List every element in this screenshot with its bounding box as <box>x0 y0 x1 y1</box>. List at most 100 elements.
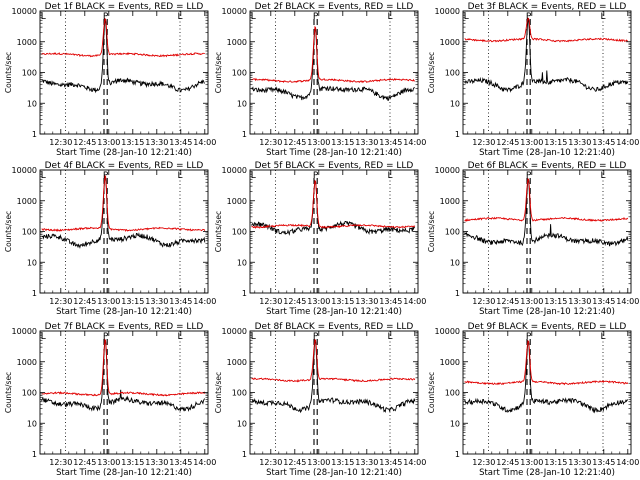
x-tick-label: 13:00 <box>520 297 543 306</box>
x-tick-label: 13:30 <box>145 458 168 467</box>
x-tick-label: 14:00 <box>193 458 216 467</box>
panel-marker-label: L <box>41 332 46 342</box>
x-tick-label: 13:15 <box>121 138 144 147</box>
x-tick-label: 13:00 <box>307 138 330 147</box>
y-tick-label: 10 <box>237 99 247 108</box>
lld-series-line <box>464 177 629 222</box>
panel-marker-label: L <box>41 12 46 22</box>
y-axis-label: Counts/sec <box>427 372 436 413</box>
panel-marker-label: L <box>464 12 469 22</box>
panel-marker-label: P <box>313 171 319 181</box>
y-tick-label: 1 <box>455 130 460 139</box>
y-tick-label: 10 <box>27 99 37 108</box>
x-axis-label: Start Time (28-Jan-10 12:21:40) <box>479 468 615 478</box>
x-tick-label: 13:00 <box>520 458 543 467</box>
panel-marker-label: L <box>177 332 182 342</box>
y-tick-label: 1000 <box>17 38 37 47</box>
x-tick-label: 13:30 <box>355 138 378 147</box>
y-tick-label: 1 <box>242 289 247 298</box>
y-axis-label: Counts/sec <box>427 52 436 93</box>
x-tick-label: 13:45 <box>169 297 192 306</box>
panel-marker-label: P <box>103 332 109 342</box>
x-tick-label: 13:45 <box>592 138 615 147</box>
x-axis-label: Start Time (28-Jan-10 12:21:40) <box>56 307 192 317</box>
x-tick-label: 12:30 <box>49 458 72 467</box>
y-tick-label: 100 <box>232 69 247 78</box>
x-tick-label: 13:45 <box>379 138 402 147</box>
x-tick-label: 12:45 <box>496 138 519 147</box>
x-tick-label: 13:30 <box>568 297 591 306</box>
y-tick-label: 1000 <box>227 38 247 47</box>
x-tick-label: 12:30 <box>49 297 72 306</box>
x-axis-label: Start Time (28-Jan-10 12:21:40) <box>266 148 402 158</box>
y-tick-label: 1 <box>242 450 247 459</box>
panel-title: Det 4f BLACK = Events, RED = LLD <box>45 161 204 171</box>
lld-series-line <box>464 17 628 43</box>
x-tick-label: 13:45 <box>592 458 615 467</box>
y-axis-label: Counts/sec <box>214 211 223 252</box>
events-series-line <box>464 340 629 414</box>
events-series-line <box>464 17 629 93</box>
x-tick-label: 13:00 <box>97 297 120 306</box>
lld-series-line <box>251 179 416 229</box>
x-axis-label: Start Time (28-Jan-10 12:21:40) <box>56 148 192 158</box>
x-tick-label: 13:45 <box>169 138 192 147</box>
x-tick-label: 13:30 <box>568 138 591 147</box>
x-tick-label: 14:00 <box>193 138 216 147</box>
panel-title: Det 7f BLACK = Events, RED = LLD <box>45 322 204 332</box>
x-axis-label: Start Time (28-Jan-10 12:21:40) <box>56 468 192 478</box>
panel-title: Det 3f BLACK = Events, RED = LLD <box>468 2 627 12</box>
x-tick-label: 12:45 <box>283 297 306 306</box>
x-axis-label: Start Time (28-Jan-10 12:21:40) <box>266 468 402 478</box>
x-tick-label: 13:15 <box>331 458 354 467</box>
events-series-line <box>41 18 205 94</box>
lld-series-line <box>41 174 206 233</box>
x-tick-label: 14:00 <box>616 138 639 147</box>
panel-marker-label: P <box>526 332 532 342</box>
y-tick-label: 10000 <box>435 166 460 175</box>
x-tick-label: 14:00 <box>403 138 426 147</box>
lld-series-line <box>251 338 416 383</box>
lld-series-line <box>464 339 629 386</box>
panel-marker-label: L <box>251 332 256 342</box>
y-tick-label: 10 <box>237 419 247 428</box>
panel-marker-label: L <box>251 12 256 22</box>
x-axis-label: Start Time (28-Jan-10 12:21:40) <box>479 307 615 317</box>
x-tick-label: 13:45 <box>379 297 402 306</box>
x-axis-label: Start Time (28-Jan-10 12:21:40) <box>479 148 615 158</box>
panel-marker-label: L <box>600 332 605 342</box>
y-tick-label: 10000 <box>222 327 247 336</box>
y-tick-label: 100 <box>445 228 460 237</box>
lld-series-line <box>251 25 416 84</box>
x-tick-label: 13:45 <box>379 458 402 467</box>
x-tick-label: 13:30 <box>145 297 168 306</box>
x-tick-label: 13:30 <box>145 138 168 147</box>
events-series-line <box>251 26 416 101</box>
x-tick-label: 14:00 <box>403 297 426 306</box>
y-tick-label: 10000 <box>435 327 460 336</box>
events-series-line <box>41 175 206 249</box>
y-tick-label: 10000 <box>12 327 37 336</box>
panel-title: Det 8f BLACK = Events, RED = LLD <box>255 322 414 332</box>
y-tick-label: 1 <box>242 130 247 139</box>
events-series-line <box>251 180 416 236</box>
y-tick-label: 100 <box>232 228 247 237</box>
lld-series-line <box>41 17 205 58</box>
y-tick-label: 1000 <box>440 38 460 47</box>
panel-marker-label: L <box>600 12 605 22</box>
x-tick-label: 13:00 <box>520 138 543 147</box>
y-tick-label: 1000 <box>227 197 247 206</box>
x-tick-label: 13:30 <box>355 297 378 306</box>
x-tick-label: 12:45 <box>496 458 519 467</box>
x-tick-label: 13:15 <box>544 297 567 306</box>
y-tick-label: 1 <box>455 450 460 459</box>
y-tick-label: 10000 <box>222 166 247 175</box>
x-tick-label: 12:30 <box>472 458 495 467</box>
x-tick-label: 13:30 <box>355 458 378 467</box>
y-tick-label: 1000 <box>227 358 247 367</box>
panel-title: Det 9f BLACK = Events, RED = LLD <box>468 322 627 332</box>
